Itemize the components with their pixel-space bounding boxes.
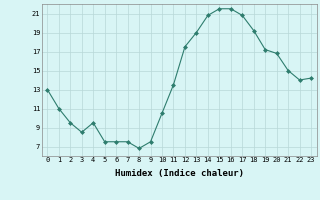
X-axis label: Humidex (Indice chaleur): Humidex (Indice chaleur) [115, 169, 244, 178]
